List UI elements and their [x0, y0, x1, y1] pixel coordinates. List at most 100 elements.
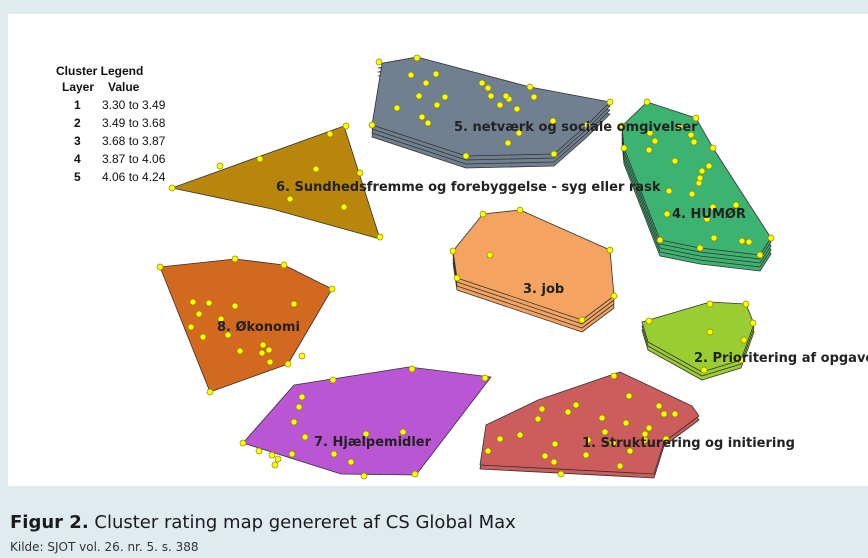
- statement-point: [255, 447, 263, 455]
- statement-point: [662, 435, 670, 443]
- legend-layer: 4: [74, 152, 81, 166]
- figure-caption: Figur 2. Cluster rating map genereret af…: [10, 512, 516, 533]
- legend-value: 3.30 to 3.49: [102, 98, 166, 112]
- statement-point: [449, 247, 457, 255]
- legend-value: 3.87 to 4.06: [102, 152, 166, 166]
- statement-point: [342, 122, 350, 130]
- statement-point: [408, 365, 416, 373]
- statement-point: [516, 431, 524, 439]
- statement-point: [290, 300, 298, 308]
- statement-point: [742, 300, 750, 308]
- statement-point: [622, 419, 630, 427]
- statement-point: [526, 83, 534, 91]
- statement-point: [616, 462, 624, 470]
- statement-point: [665, 187, 673, 195]
- statement-point: [340, 203, 348, 211]
- cluster-label-8: 8. Økonomi: [217, 320, 300, 335]
- statement-point: [671, 410, 679, 418]
- statement-point: [641, 436, 649, 444]
- statement-point: [550, 150, 558, 158]
- statement-point: [432, 70, 440, 78]
- statement-point: [516, 206, 524, 214]
- statement-point: [740, 336, 748, 344]
- legend-value: 4.06 to 4.24: [102, 170, 166, 184]
- statement-point: [671, 157, 679, 165]
- statement-point: [481, 374, 489, 382]
- cluster-label-3: 3. job: [523, 282, 564, 297]
- statement-point: [676, 123, 684, 131]
- cluster-label-4: 4. HUMØR: [672, 207, 746, 222]
- statement-point: [706, 328, 714, 336]
- statement-point: [298, 393, 306, 401]
- clusters-layer: [156, 54, 775, 480]
- statement-point: [195, 310, 203, 318]
- statement-point: [609, 439, 617, 447]
- legend-layer: 1: [74, 98, 81, 112]
- statement-point: [496, 435, 504, 443]
- statement-point: [205, 299, 213, 307]
- statement-point: [312, 165, 320, 173]
- cluster-5: [368, 54, 614, 169]
- statement-point: [486, 251, 494, 259]
- statement-point: [217, 315, 225, 323]
- statement-point: [698, 167, 706, 175]
- statement-point: [189, 298, 197, 306]
- statement-point: [710, 234, 718, 242]
- statement-point: [424, 119, 432, 127]
- statement-point: [709, 203, 717, 211]
- cluster-map-svg: 1. Strukturering og initiering 2. Priori…: [156, 54, 868, 480]
- cluster-8: [156, 255, 336, 396]
- statement-point: [502, 92, 510, 100]
- statement-point: [231, 255, 239, 263]
- statement-point: [696, 174, 704, 182]
- cluster-2: [641, 300, 757, 381]
- statement-point: [290, 418, 298, 426]
- statement-point: [583, 121, 591, 129]
- cluster-polygon: [452, 209, 615, 321]
- figure-source: Kilde: SJOT vol. 26. nr. 5. s. 388: [10, 540, 199, 554]
- figure-label: Figur 2.: [10, 512, 89, 533]
- statement-point: [645, 146, 653, 154]
- statement-point: [700, 366, 708, 374]
- statement-point: [732, 201, 740, 209]
- legend-value-header: Value: [108, 80, 140, 94]
- cluster-map-canvas: 1. Strukturering og initiering 2. Priori…: [8, 14, 868, 486]
- statement-point: [651, 137, 659, 145]
- statement-point: [534, 415, 542, 423]
- statement-point: [749, 319, 757, 327]
- statement-point: [156, 263, 164, 271]
- statement-point: [187, 323, 195, 331]
- statement-point: [441, 93, 449, 101]
- statement-point: [256, 155, 264, 163]
- statement-point: [625, 392, 633, 400]
- statement-point: [584, 436, 592, 444]
- statement-point: [598, 414, 606, 422]
- statement-point: [224, 331, 232, 339]
- statement-point: [399, 428, 407, 436]
- statement-point: [413, 54, 421, 62]
- statement-point: [564, 408, 572, 416]
- statement-point: [266, 358, 274, 366]
- statement-point: [582, 451, 590, 459]
- statement-point: [328, 285, 336, 293]
- statement-point: [688, 190, 696, 198]
- statement-point: [572, 401, 580, 409]
- statement-point: [298, 352, 306, 360]
- statement-point: [549, 117, 557, 125]
- cluster-label-7: 7. Hjælpemidler: [314, 435, 432, 450]
- statement-point: [478, 79, 486, 87]
- statement-point: [690, 138, 698, 146]
- statement-point: [626, 447, 634, 455]
- statement-point: [696, 244, 704, 252]
- statement-point: [484, 447, 492, 455]
- statement-point: [453, 274, 461, 282]
- statement-point: [415, 92, 423, 100]
- statement-point: [705, 162, 713, 170]
- statement-point: [606, 98, 614, 106]
- cluster-3: [449, 206, 618, 333]
- statement-point: [407, 71, 415, 79]
- statement-point: [504, 139, 512, 147]
- statement-point: [550, 458, 558, 466]
- statement-point: [645, 424, 653, 432]
- statement-point: [618, 122, 626, 130]
